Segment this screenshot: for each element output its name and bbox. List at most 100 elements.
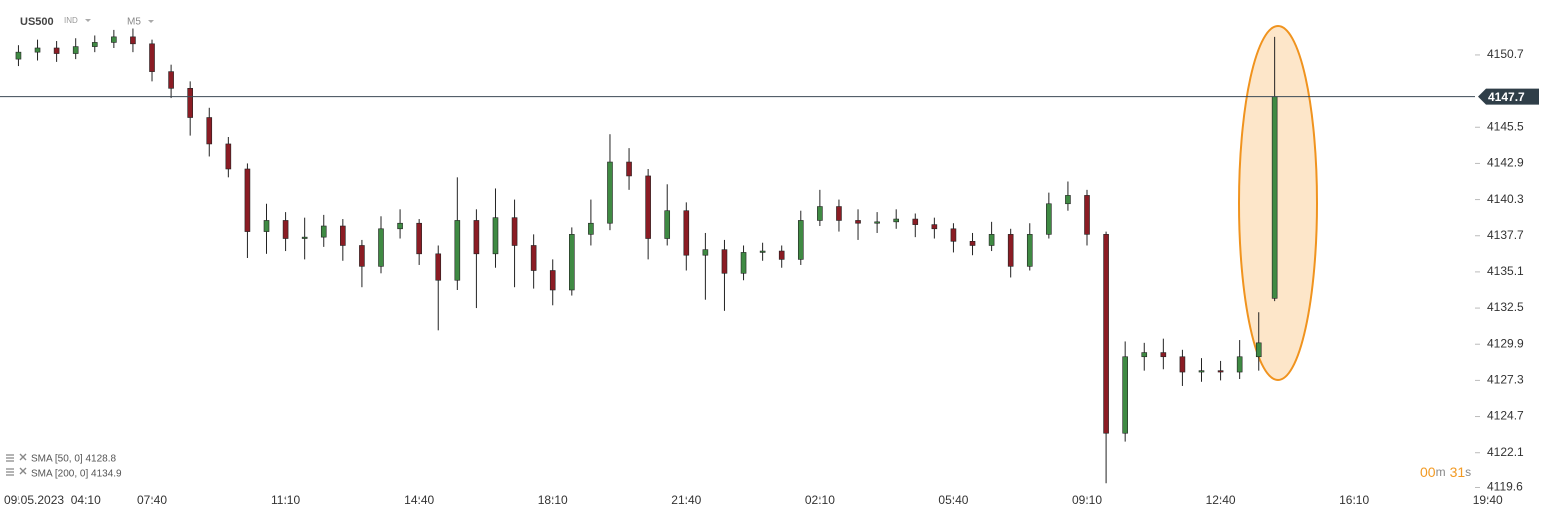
candle-body <box>549 270 556 291</box>
candle-body <box>530 245 537 271</box>
candle-body <box>244 168 251 232</box>
candle-body <box>168 71 174 89</box>
candle-body <box>416 222 422 255</box>
candle-body <box>645 175 651 239</box>
dropdown-arrow[interactable] <box>148 20 154 23</box>
indicator-icon[interactable] <box>6 454 14 462</box>
y-tick-label: 4124.7 <box>1487 409 1524 423</box>
candle-body <box>282 220 289 239</box>
x-tick-label: 14:40 <box>404 493 434 507</box>
x-tick-label: 18:10 <box>538 493 568 507</box>
candle-body <box>130 36 136 45</box>
x-tick-label: 02:10 <box>805 493 835 507</box>
candle-body <box>702 249 709 256</box>
x-tick-label: 11:10 <box>271 493 300 507</box>
candle-body <box>301 236 308 239</box>
candle-body <box>836 206 842 221</box>
candle-body <box>435 253 442 281</box>
candle-body <box>1103 234 1109 434</box>
x-tick-label: 05:40 <box>938 493 968 507</box>
candle-body <box>72 46 79 54</box>
candle-body <box>607 161 613 224</box>
candle-body <box>1217 370 1224 373</box>
candle-body <box>454 220 461 281</box>
candles <box>15 28 1278 484</box>
candle-body <box>225 143 232 170</box>
candle-body <box>683 210 690 256</box>
candle-body <box>187 88 193 118</box>
timer-unit: m <box>1436 465 1446 479</box>
current-price-label: 4147.7 <box>1488 90 1525 104</box>
candle-body <box>1122 356 1128 434</box>
y-tick-label: 4142.9 <box>1487 156 1524 170</box>
candle-body <box>15 51 22 60</box>
y-tick-label: 4150.7 <box>1487 47 1524 61</box>
candle-body <box>759 250 766 253</box>
dropdown-arrow[interactable] <box>85 19 91 22</box>
candle-body <box>950 228 957 242</box>
y-tick-label: 4145.5 <box>1487 119 1524 133</box>
x-tick-label: 09:10 <box>1072 493 1102 507</box>
candle-body <box>626 161 632 177</box>
candle-body <box>1179 356 1186 373</box>
y-tick-label: 4119.6 <box>1487 480 1523 494</box>
x-tick-label: 12:40 <box>1206 493 1236 507</box>
candle-body <box>34 47 41 53</box>
candle-body <box>359 245 365 267</box>
candle-body <box>1046 203 1052 235</box>
y-tick-label: 4137.7 <box>1487 228 1524 242</box>
indicator-label: SMA [200, 0] 4134.9 <box>31 469 122 480</box>
candle-body <box>1198 370 1205 373</box>
y-tick-label: 4129.9 <box>1487 336 1524 350</box>
candle-body <box>740 252 747 274</box>
highlight-ellipse <box>1238 25 1318 381</box>
candle-body <box>492 217 499 255</box>
candle-body <box>817 206 823 221</box>
x-tick-label: 07:40 <box>137 493 167 507</box>
candle-body <box>969 241 976 246</box>
y-tick-label: 4122.1 <box>1487 445 1524 459</box>
indicator-icon[interactable] <box>6 468 14 476</box>
candle-body <box>397 222 403 230</box>
candle-body <box>1026 234 1033 267</box>
candle-body <box>855 220 861 224</box>
market[interactable]: IND <box>64 16 78 25</box>
x-tick-label: 09.05.2023 04:10 <box>4 493 101 507</box>
candle-body <box>1084 195 1090 235</box>
timer-minutes: 00 <box>1420 464 1436 480</box>
candle-body <box>1065 195 1071 205</box>
timer: 00m 31s <box>1420 464 1471 480</box>
candle-body <box>111 36 117 43</box>
candle-body <box>206 117 213 145</box>
candle-body <box>893 218 899 223</box>
candle-body <box>511 217 518 246</box>
remove-icon[interactable] <box>19 453 27 461</box>
candle-body <box>320 225 327 238</box>
candle-body <box>378 228 384 267</box>
candle-body <box>473 220 480 255</box>
candle-body <box>1141 352 1148 358</box>
y-tick-label: 4132.5 <box>1487 300 1524 314</box>
annotation-layer <box>1238 25 1318 381</box>
y-tick-label: 4135.1 <box>1487 264 1524 278</box>
candle-body <box>53 47 60 54</box>
remove-icon[interactable] <box>19 467 27 475</box>
x-tick-label: 19:40 <box>1473 493 1503 507</box>
candle-body <box>931 224 938 230</box>
candle-body <box>1236 356 1243 373</box>
symbol[interactable]: US500 <box>20 16 54 28</box>
candle-body <box>588 222 594 235</box>
candle-body <box>721 249 728 274</box>
candle-body <box>1271 96 1278 299</box>
candle-body <box>664 210 671 239</box>
candle-body <box>1007 234 1014 267</box>
y-tick-label: 4140.3 <box>1487 192 1524 206</box>
x-tick-label: 21:40 <box>671 493 701 507</box>
candle-body <box>340 225 346 246</box>
timeframe[interactable]: M5 <box>127 17 141 28</box>
x-tick-label: 16:10 <box>1339 493 1369 507</box>
timer-seconds: 31 <box>1450 464 1466 480</box>
candle-body <box>1160 352 1167 358</box>
